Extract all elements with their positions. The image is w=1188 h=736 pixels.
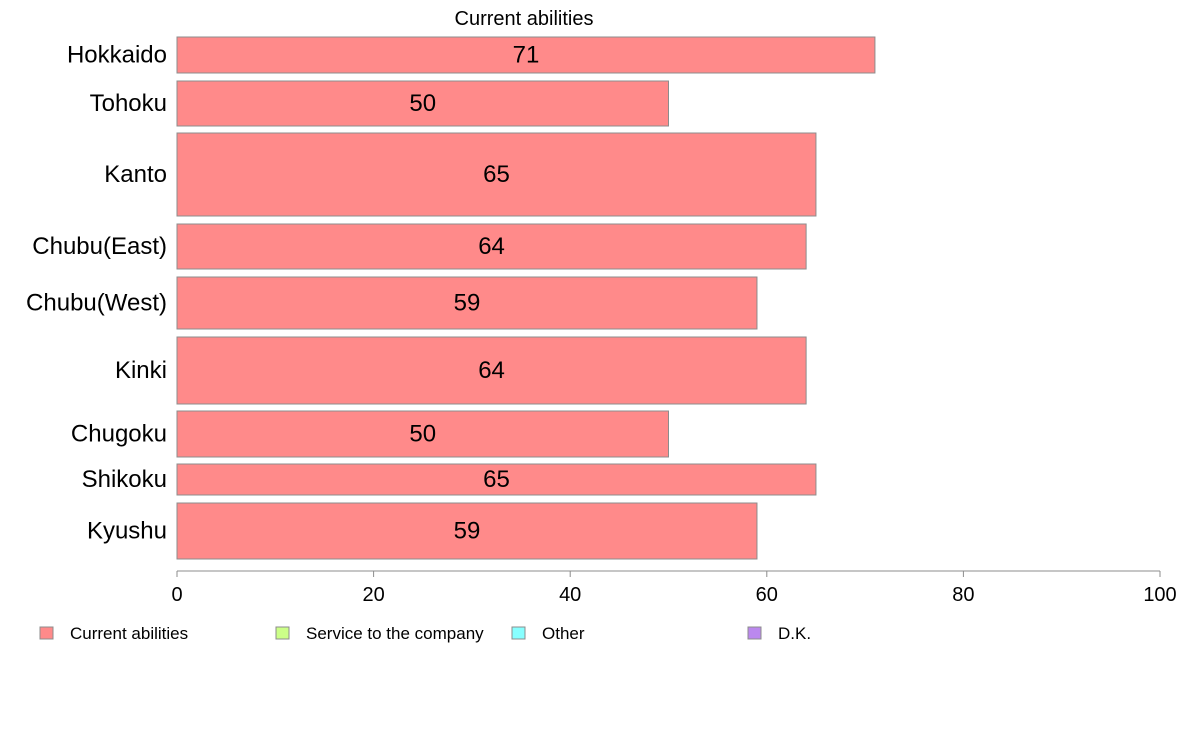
x-tick-label: 0 [171,584,182,606]
bar-kyushu [176,502,758,560]
value-label: 64 [478,357,505,384]
legend-label: Service to the company [306,624,484,643]
value-label: 59 [454,290,481,317]
bar-kanto [176,132,817,217]
legend-swatch [275,626,290,640]
category-label: Chugoku [71,421,167,448]
x-tick-label: 60 [756,584,778,606]
x-tick-label: 40 [559,584,581,606]
value-label: 65 [483,466,510,493]
legend-label: Other [542,624,585,643]
value-label: 64 [478,233,505,260]
category-label: Kinki [115,357,167,384]
category-label: Hokkaido [67,42,167,69]
x-axis: 0 20 40 60 80 100 [171,570,1177,606]
legend-swatch [511,626,526,640]
value-label: 59 [454,518,481,545]
bar-shikoku [176,463,817,496]
chart-title: Current abilities [455,8,594,30]
value-label: 71 [513,42,540,69]
category-label: Kyushu [87,518,167,545]
category-label: Tohoku [90,90,167,117]
bar-hokkaido [176,36,876,74]
bars: Hokkaido 71 Tohoku 50 Kanto 65 Chubu(East) 64 Ch… [26,36,876,560]
bar-kinki [176,336,807,405]
category-label: Chubu(East) [32,233,167,260]
legend-swatch [747,626,762,640]
legend: Current abilities Service to the company O… [39,624,811,643]
legend-label: D.K. [778,624,811,643]
bar-chubu-east- [176,223,807,270]
legend-label: Current abilities [70,624,188,643]
category-label: Kanto [104,161,167,188]
category-label: Chubu(West) [26,290,167,317]
bar-chugoku [176,410,669,458]
value-label: 65 [483,161,510,188]
legend-swatch [39,626,54,640]
bar-tohoku [176,80,669,127]
value-label: 50 [409,421,436,448]
value-label: 50 [409,90,436,117]
x-tick-label: 100 [1143,584,1176,606]
bar-chubu-west- [176,276,758,330]
x-tick-label: 80 [952,584,974,606]
x-tick-label: 20 [362,584,384,606]
category-label: Shikoku [82,466,167,493]
